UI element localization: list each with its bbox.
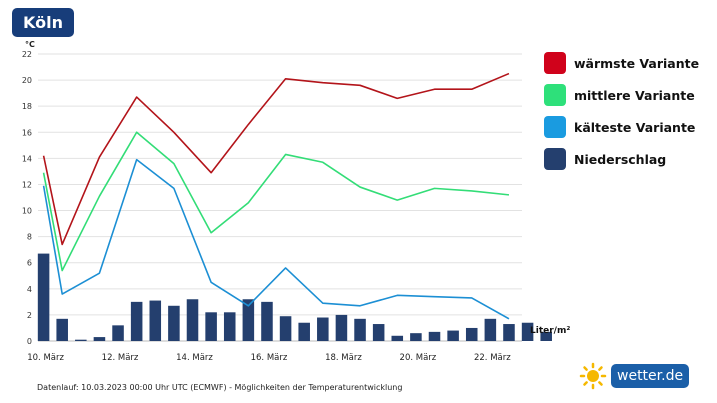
precipitation-bar-8 bbox=[186, 299, 199, 341]
precipitation-bar-3 bbox=[93, 337, 106, 341]
y-tick-label-20: 20 bbox=[22, 76, 32, 85]
x-tick-label-6: 22. März bbox=[474, 353, 511, 363]
legend-swatch-coldest bbox=[544, 116, 566, 138]
legend-item-coldest: kälteste Variante bbox=[544, 116, 714, 138]
precipitation-bar-20 bbox=[410, 333, 422, 341]
legend-item-middle: mittlere Variante bbox=[544, 84, 714, 106]
y-tick-label-6: 6 bbox=[27, 259, 32, 268]
brand-logo[interactable]: wetter.de bbox=[578, 362, 690, 390]
precipitation-bar-16 bbox=[335, 314, 348, 341]
precipitation-bar-0 bbox=[37, 253, 50, 341]
precipitation-bar-11 bbox=[242, 299, 255, 341]
sun-icon bbox=[579, 362, 607, 390]
legend-item-precipitation: Niederschlag bbox=[544, 148, 714, 170]
precipitation-bar-24 bbox=[484, 318, 497, 341]
precipitation-bar-27 bbox=[540, 331, 552, 341]
precipitation-bar-21 bbox=[428, 331, 441, 341]
series-line-1 bbox=[42, 131, 510, 272]
precipitation-bar-17 bbox=[354, 318, 366, 341]
precipitation-unit-label: Liter/m² bbox=[530, 326, 571, 336]
precipitation-bar-14 bbox=[298, 322, 310, 341]
y-tick-label-16: 16 bbox=[22, 128, 32, 137]
x-tick-label-3: 16. März bbox=[251, 353, 288, 363]
precipitation-bar-25 bbox=[503, 324, 515, 341]
precipitation-bar-19 bbox=[391, 335, 404, 341]
y-tick-label-4: 4 bbox=[27, 285, 32, 294]
y-tick-label-10: 10 bbox=[22, 207, 32, 216]
legend-item-warmest: wärmste Variante bbox=[544, 52, 714, 74]
legend-label-precipitation: Niederschlag bbox=[574, 151, 667, 167]
precipitation-bar-7 bbox=[168, 305, 180, 341]
y-tick-label-8: 8 bbox=[27, 233, 32, 242]
precipitation-bar-18 bbox=[372, 324, 385, 341]
y-axis-unit: °C bbox=[25, 40, 35, 49]
legend-label-coldest: kälteste Variante bbox=[574, 119, 696, 135]
y-tick-label-18: 18 bbox=[22, 102, 32, 111]
precipitation-bar-5 bbox=[130, 301, 143, 341]
y-tick-label-2: 2 bbox=[27, 311, 32, 320]
y-tick-label-22: 22 bbox=[22, 50, 32, 59]
legend-swatch-middle bbox=[544, 84, 566, 106]
precipitation-bar-22 bbox=[447, 330, 459, 341]
precipitation-bar-26 bbox=[521, 322, 534, 341]
precipitation-bar-9 bbox=[205, 312, 217, 341]
y-tick-label-12: 12 bbox=[22, 180, 32, 189]
series-line-0 bbox=[42, 72, 510, 246]
legend-label-middle: mittlere Variante bbox=[574, 87, 695, 103]
legend-label-warmest: wärmste Variante bbox=[574, 55, 700, 71]
precipitation-bar-2 bbox=[75, 339, 87, 341]
precipitation-bar-1 bbox=[56, 318, 68, 341]
brand-text: wetter.de bbox=[611, 364, 690, 388]
legend-swatch-warmest bbox=[544, 52, 566, 74]
series-line-2 bbox=[42, 158, 510, 320]
x-tick-label-2: 14. März bbox=[176, 353, 213, 363]
precipitation-bar-4 bbox=[112, 325, 124, 341]
precipitation-bar-6 bbox=[149, 300, 162, 341]
x-tick-label-1: 12. März bbox=[102, 353, 139, 363]
x-tick-label-0: 10. März bbox=[27, 353, 64, 363]
precipitation-bar-13 bbox=[279, 316, 292, 341]
y-tick-label-0: 0 bbox=[27, 337, 32, 346]
precipitation-bar-10 bbox=[223, 312, 236, 341]
precipitation-bar-12 bbox=[261, 301, 273, 341]
precipitation-bar-23 bbox=[465, 327, 478, 341]
precipitation-bar-15 bbox=[317, 317, 329, 341]
x-tick-label-5: 20. März bbox=[400, 353, 437, 363]
city-title: Köln bbox=[12, 8, 74, 37]
legend-swatch-precipitation bbox=[544, 148, 566, 170]
y-tick-label-14: 14 bbox=[22, 154, 32, 163]
x-tick-label-4: 18. März bbox=[325, 353, 362, 363]
footer-data-run: Datenlauf: 10.03.2023 00:00 Uhr UTC (ECM… bbox=[37, 383, 403, 392]
